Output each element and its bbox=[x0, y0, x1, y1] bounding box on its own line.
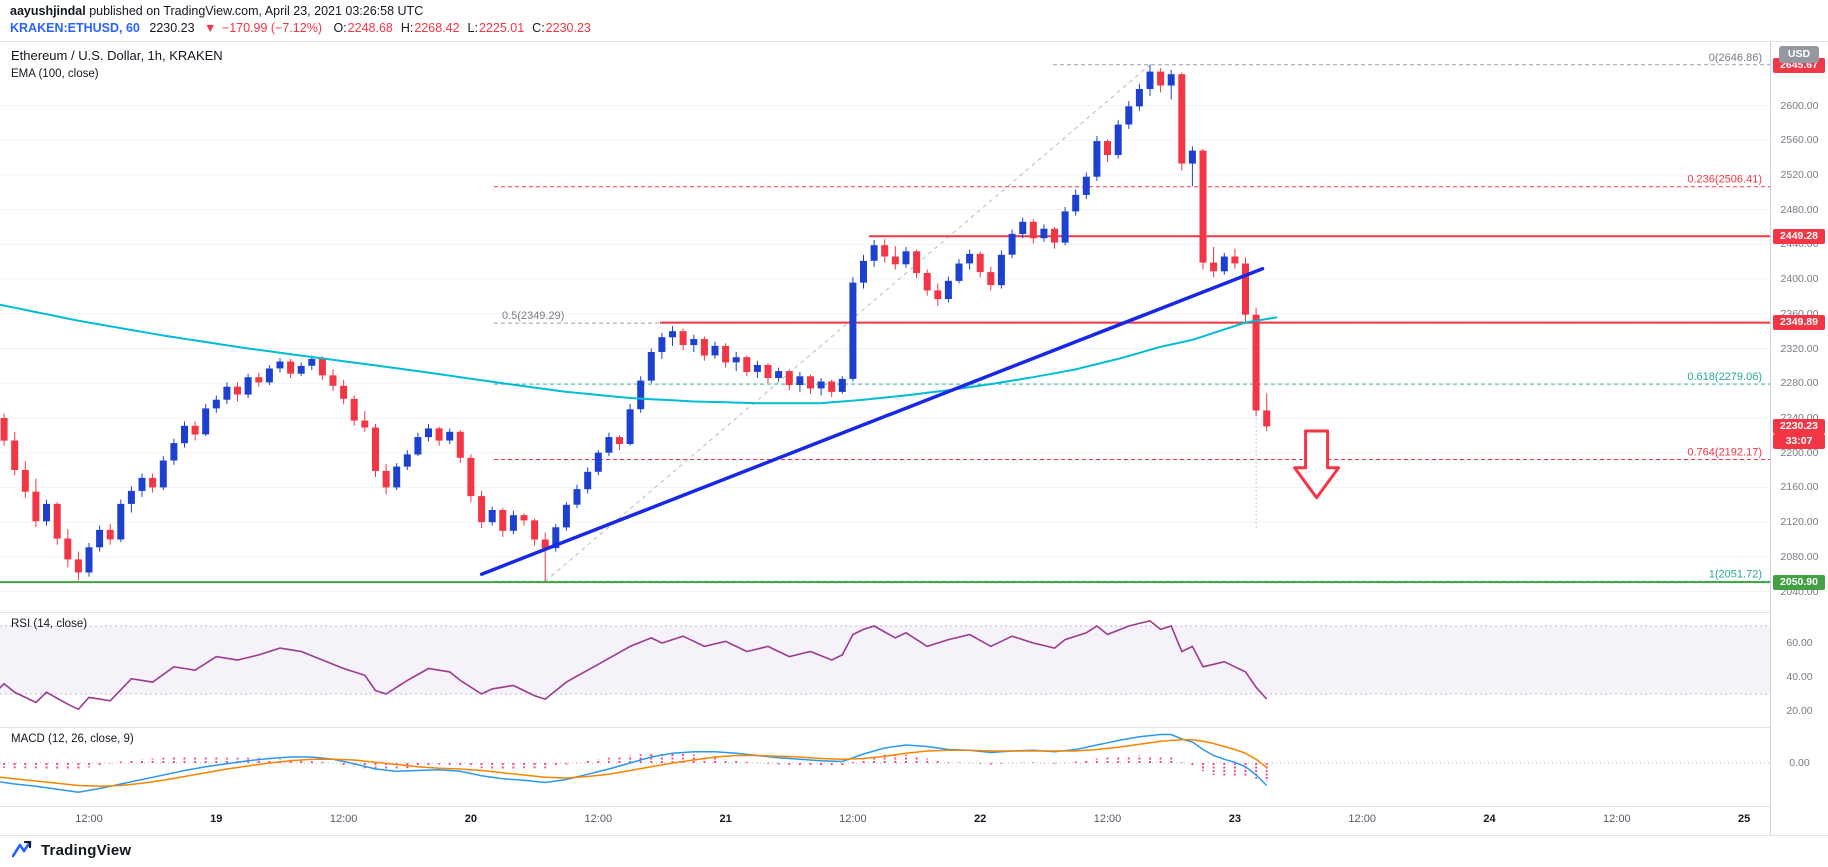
price-tick-label: 2400.00 bbox=[1780, 273, 1819, 286]
time-tick-label: 12:00 bbox=[584, 813, 613, 825]
panel-separator bbox=[0, 727, 1828, 728]
macd-panel[interactable] bbox=[0, 728, 1770, 806]
price-flag: 2230.23 bbox=[1773, 418, 1825, 434]
price-tick-label: 2120.00 bbox=[1780, 516, 1819, 529]
ohlc-label: O: bbox=[333, 21, 347, 35]
time-tick-label: 12:00 bbox=[329, 813, 358, 825]
chart-legend-indicator[interactable]: EMA (100, close) bbox=[11, 68, 99, 80]
macd-chart[interactable] bbox=[0, 728, 1770, 806]
time-tick-label: 12:00 bbox=[75, 813, 103, 825]
price-tick-label: 2320.00 bbox=[1780, 342, 1819, 355]
price-tick-label: 2280.00 bbox=[1780, 377, 1819, 390]
rsi-label[interactable]: RSI (14, close) bbox=[11, 618, 88, 630]
price-tick-label: 2560.00 bbox=[1780, 134, 1819, 147]
panel-separator bbox=[0, 806, 1828, 807]
trendline bbox=[479, 266, 1265, 576]
tradingview-logo-icon[interactable] bbox=[12, 841, 34, 859]
author-name: aayushjindal bbox=[10, 4, 86, 18]
last-price: 2230.23 bbox=[149, 21, 195, 35]
ohlc-values: O:2248.68 H:2268.42 L:2225.01 C:2230.23 bbox=[325, 21, 590, 35]
symbol-title[interactable]: KRAKEN:ETHUSD, 60 bbox=[10, 21, 140, 35]
time-tick-label: 23 bbox=[1228, 813, 1242, 825]
price-axis-separator bbox=[1770, 42, 1771, 835]
price-tick-label: 2080.00 bbox=[1780, 550, 1819, 563]
publish-info: published on TradingView.com, April 23, … bbox=[85, 4, 424, 18]
rsi-band bbox=[0, 626, 1770, 694]
svg-text:1(2051.72): 1(2051.72) bbox=[1709, 568, 1762, 580]
publish-header: aayushjindal published on TradingView.co… bbox=[10, 3, 423, 20]
macd-label[interactable]: MACD (12, 26, close, 9) bbox=[11, 733, 134, 745]
macd-signal-line bbox=[0, 739, 1268, 788]
down-triangle-icon: ▼ bbox=[204, 21, 217, 35]
time-tick-label: 20 bbox=[464, 813, 478, 825]
currency-label[interactable]: USD bbox=[1779, 46, 1819, 63]
svg-text:0(2646.86): 0(2646.86) bbox=[1709, 52, 1762, 64]
ohlc-value: 2225.01 bbox=[478, 21, 525, 35]
candles-layer bbox=[0, 64, 1271, 582]
price-axis[interactable]: 2600.00 2560.00 2520.00 2480.00 2440.00 2400.… bbox=[1771, 42, 1828, 835]
ohlc-label: H: bbox=[400, 21, 414, 35]
ohlc-value: 2248.68 bbox=[347, 21, 393, 35]
svg-text:0.618(2279.06): 0.618(2279.06) bbox=[1687, 371, 1762, 383]
price-tick-label: 2160.00 bbox=[1780, 481, 1819, 494]
ohlc-label: L: bbox=[467, 21, 478, 35]
ema-line bbox=[0, 303, 1278, 405]
price-tick-label: 2200.00 bbox=[1780, 446, 1819, 459]
rsi-line bbox=[0, 620, 1268, 711]
time-tick-label: 25 bbox=[1737, 813, 1751, 825]
rsi-chart[interactable] bbox=[0, 613, 1770, 727]
ohlc-label: C: bbox=[532, 21, 545, 35]
rsi-panel[interactable] bbox=[0, 613, 1770, 727]
macd-histogram bbox=[3, 753, 1268, 781]
time-tick-label: 24 bbox=[1483, 813, 1496, 825]
macd-line bbox=[0, 733, 1268, 794]
price-flag: 2449.28 bbox=[1773, 228, 1825, 244]
countdown-flag: 33:07 bbox=[1773, 434, 1825, 450]
time-tick-label: 21 bbox=[719, 813, 732, 825]
rsi-tick-label: 40.00 bbox=[1786, 671, 1813, 683]
ohlc-value: 2230.23 bbox=[545, 21, 591, 35]
brand-name[interactable]: TradingView bbox=[41, 841, 132, 859]
candlestick-chart[interactable]: 0(2646.86) 0.236(2506.41) 0.5(2349.29) 0.61… bbox=[0, 42, 1770, 612]
rsi-tick-label: 60.00 bbox=[1786, 637, 1813, 649]
horizontal-level-lines bbox=[0, 235, 1770, 584]
time-tick-label: 22 bbox=[974, 813, 987, 825]
price-tick-label: 2600.00 bbox=[1780, 99, 1819, 112]
svg-text:0.236(2506.41): 0.236(2506.41) bbox=[1687, 174, 1762, 186]
panel-separator bbox=[0, 612, 1828, 613]
time-tick-label: 12:00 bbox=[1603, 813, 1631, 825]
price-flag: 2050.90 bbox=[1773, 574, 1825, 590]
panel-separator bbox=[0, 41, 1828, 42]
breakdown-arrow bbox=[1293, 429, 1341, 500]
footer: TradingView bbox=[12, 841, 131, 859]
time-tick-label: 19 bbox=[210, 813, 223, 825]
time-tick-label: 12:00 bbox=[839, 813, 867, 825]
ohlc-value: 2268.42 bbox=[414, 21, 460, 35]
price-change: −170.99 (−7.12%) bbox=[221, 21, 322, 35]
time-tick-label: 12:00 bbox=[1348, 813, 1376, 825]
symbol-info-bar: KRAKEN:ETHUSD, 60 2230.23 ▼ −170.99 (−7.… bbox=[10, 20, 591, 37]
svg-text:0.5(2349.29): 0.5(2349.29) bbox=[502, 310, 564, 322]
chart-legend-title[interactable]: Ethereum / U.S. Dollar, 1h, KRAKEN bbox=[11, 48, 223, 63]
price-flag: 2349.89 bbox=[1773, 315, 1825, 331]
time-axis[interactable]: 12:00 19 12:00 20 12:00 21 12:00 22 12:00 23 12:00… bbox=[0, 807, 1770, 835]
rsi-tick-label: 20.00 bbox=[1786, 705, 1813, 717]
macd-tick-label: 0.00 bbox=[1789, 757, 1810, 769]
svg-text:0.764(2192.17): 0.764(2192.17) bbox=[1687, 447, 1762, 459]
fib-levels: 0(2646.86) 0.236(2506.41) 0.5(2349.29) 0.61… bbox=[494, 52, 1770, 582]
main-chart-panel[interactable]: 0(2646.86) 0.236(2506.41) 0.5(2349.29) 0.61… bbox=[0, 42, 1770, 612]
panel-separator bbox=[0, 835, 1828, 836]
price-tick-label: 2520.00 bbox=[1780, 168, 1819, 181]
price-tick-label: 2480.00 bbox=[1780, 203, 1819, 216]
time-tick-label: 12:00 bbox=[1093, 813, 1122, 825]
